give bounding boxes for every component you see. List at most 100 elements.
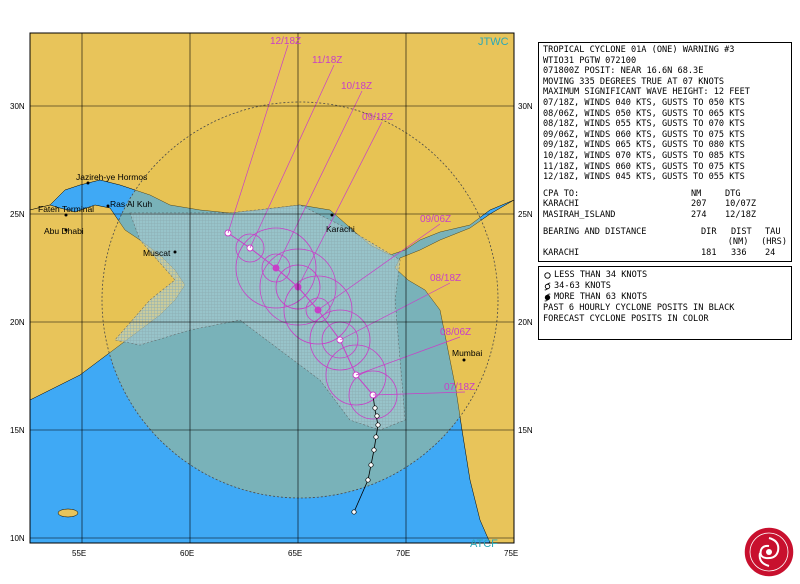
past-posit [365,477,371,483]
bearing-dist-unit: (NM) [727,237,749,248]
wind-radius [283,275,353,345]
corner-label-atcf: ATCF [470,538,498,550]
forecast-label-09-06z: 09/06Z [420,214,451,225]
lat-label-left: 30N [10,102,25,111]
warning-title: TROPICAL CYCLONE 01A (ONE) WARNING #3 [543,45,735,55]
danger-swath-tint [115,205,405,430]
place-dot [462,358,466,362]
legend-note: PAST 6 HOURLY CYCLONE POSITS IN BLACK [543,303,735,313]
place-label-mumbai: Mumbai [452,348,482,358]
cpa-row: KARACHI 207 10/07Z [543,199,787,210]
place-label-abudhabi: Abu Dhabi [44,226,84,236]
leader-line [317,223,441,311]
lat-label-left: 25N [10,210,25,219]
forecast-line: 11/18Z, WINDS 060 KTS, GUSTS TO 075 KTS [543,161,745,172]
forecast-label-10-18z: 10/18Z [341,81,372,92]
corner-label-jtwc: JTWC [478,36,509,48]
leader-line [339,282,451,341]
place-dot [173,250,177,254]
legend-label: 34-63 KNOTS [554,281,611,291]
bearing-row: KARACHI 181 336 24 [543,248,787,259]
wind-radius [309,309,371,371]
forecast-label-09-18z: 09/18Z [362,112,393,123]
lon-label: 55E [72,549,86,558]
leader-line [227,44,289,234]
lon-label: 65E [288,549,302,558]
cyclone-symbol-icon [544,282,551,291]
bearing-units: (NM) (HRS) [543,237,787,248]
legend-note: FORECAST CYCLONE POSITS IN COLOR [543,314,709,324]
warning-wave: MAXIMUM SIGNIFICANT WAVE HEIGHT: 12 FEET [543,87,750,98]
lat-label-right: 25N [518,210,533,219]
cpa-place: KARACHI [543,199,580,210]
jtwc-seal-logo [743,526,795,578]
lat-label-left: 10N [10,534,25,543]
forecast-line: 09/06Z, WINDS 060 KTS, GUSTS TO 075 KTS [543,129,745,140]
bearing-header: BEARING AND DISTANCE DIR DIST TAU [543,227,787,238]
past-posit [351,509,357,515]
warning-info-box: TROPICAL CYCLONE 01A (ONE) WARNING #3 WT… [538,42,792,262]
place-label-jazireh: Jazireh-ye Hormos [76,172,147,182]
forecast-label-12-18z: 12/18Z [270,36,301,47]
socotra-island [57,508,79,518]
forecast-label-11-18z: 11/18Z [312,55,342,66]
place-dot [64,228,68,232]
leader-line [275,90,363,269]
lat-label-right: 30N [518,102,533,111]
forecast-line: 07/18Z, WINDS 040 KTS, GUSTS TO 050 KTS [543,97,745,108]
past-posit [368,462,374,468]
forecast-label-08-18z: 08/18Z [430,273,461,284]
cpa-place: MASIRAH_ISLAND [543,209,616,220]
lat-label-left: 20N [10,318,25,327]
wind-radius [325,344,387,406]
cpa-nm: 207 [691,199,707,210]
forecast-label-08-06z: 08/06Z [440,327,471,338]
warning-moving: MOVING 335 DEGREES TRUE AT 07 KNOTS [543,76,725,87]
leader-line [372,391,466,396]
place-dot [86,181,90,185]
lat-label-right: 15N [518,426,533,435]
place-dot [106,204,110,208]
place-label-karachi: Karachi [326,224,355,234]
cpa-nm: 274 [691,209,707,220]
legend-item: LESS THAN 34 KNOTS [543,270,787,281]
open-circle-icon [544,272,551,279]
bearing-dist: 336 [731,247,747,258]
legend-item: MORE THAN 63 KNOTS [543,292,787,303]
place-label-muscat: Muscat [143,248,171,258]
bearing-dist-header: DIST [731,226,752,237]
past-posit [372,405,378,411]
wind-radius [261,253,291,283]
legend-box: LESS THAN 34 KNOTS 34-63 KNOTS MORE THAN… [538,266,792,340]
land-india [394,199,514,543]
forecast-line: 12/18Z, WINDS 045 KTS, GUSTS TO 055 KTS [543,172,745,183]
forecast-track [227,232,374,396]
wind-radius [235,233,265,263]
leader-line [355,336,461,376]
cpa-dtg: 10/07Z [725,199,757,210]
warning-posit: 071800Z POSIT: NEAR 16.6N 68.3E [543,66,704,77]
past-posit [371,447,377,453]
cpa-dtg: 12/18Z [725,209,757,220]
wind-radius [235,227,317,309]
lat-label-right: 20N [518,318,533,327]
forecast-line: 10/18Z, WINDS 070 KTS, GUSTS TO 085 KTS [543,150,745,161]
bearing-label: BEARING AND DISTANCE [543,226,647,237]
filled-cyclone-icon [544,293,551,302]
place-label-fateh: Fateh Terminal [38,204,94,214]
forecast-line: 08/06Z, WINDS 050 KTS, GUSTS TO 065 KTS [543,108,745,119]
legend-item: 34-63 KNOTS [543,281,787,292]
past-posit [373,434,379,440]
forecast-line: 09/18Z, WINDS 065 KTS, GUSTS TO 080 KTS [543,140,745,151]
place-label-ras: Ras Al Kuh [110,199,152,209]
cpa-row: MASIRAH_ISLAND 274 12/18Z [543,210,787,221]
bearing-dir: 181 [701,247,717,258]
wind-radius [348,370,398,420]
bearing-place: KARACHI [543,247,580,258]
lon-label: 60E [180,549,194,558]
past-posit [374,413,380,419]
place-dot [330,213,334,217]
cpa-dtg-header: DTG [725,188,741,199]
cpa-label: CPA TO: [543,188,580,199]
